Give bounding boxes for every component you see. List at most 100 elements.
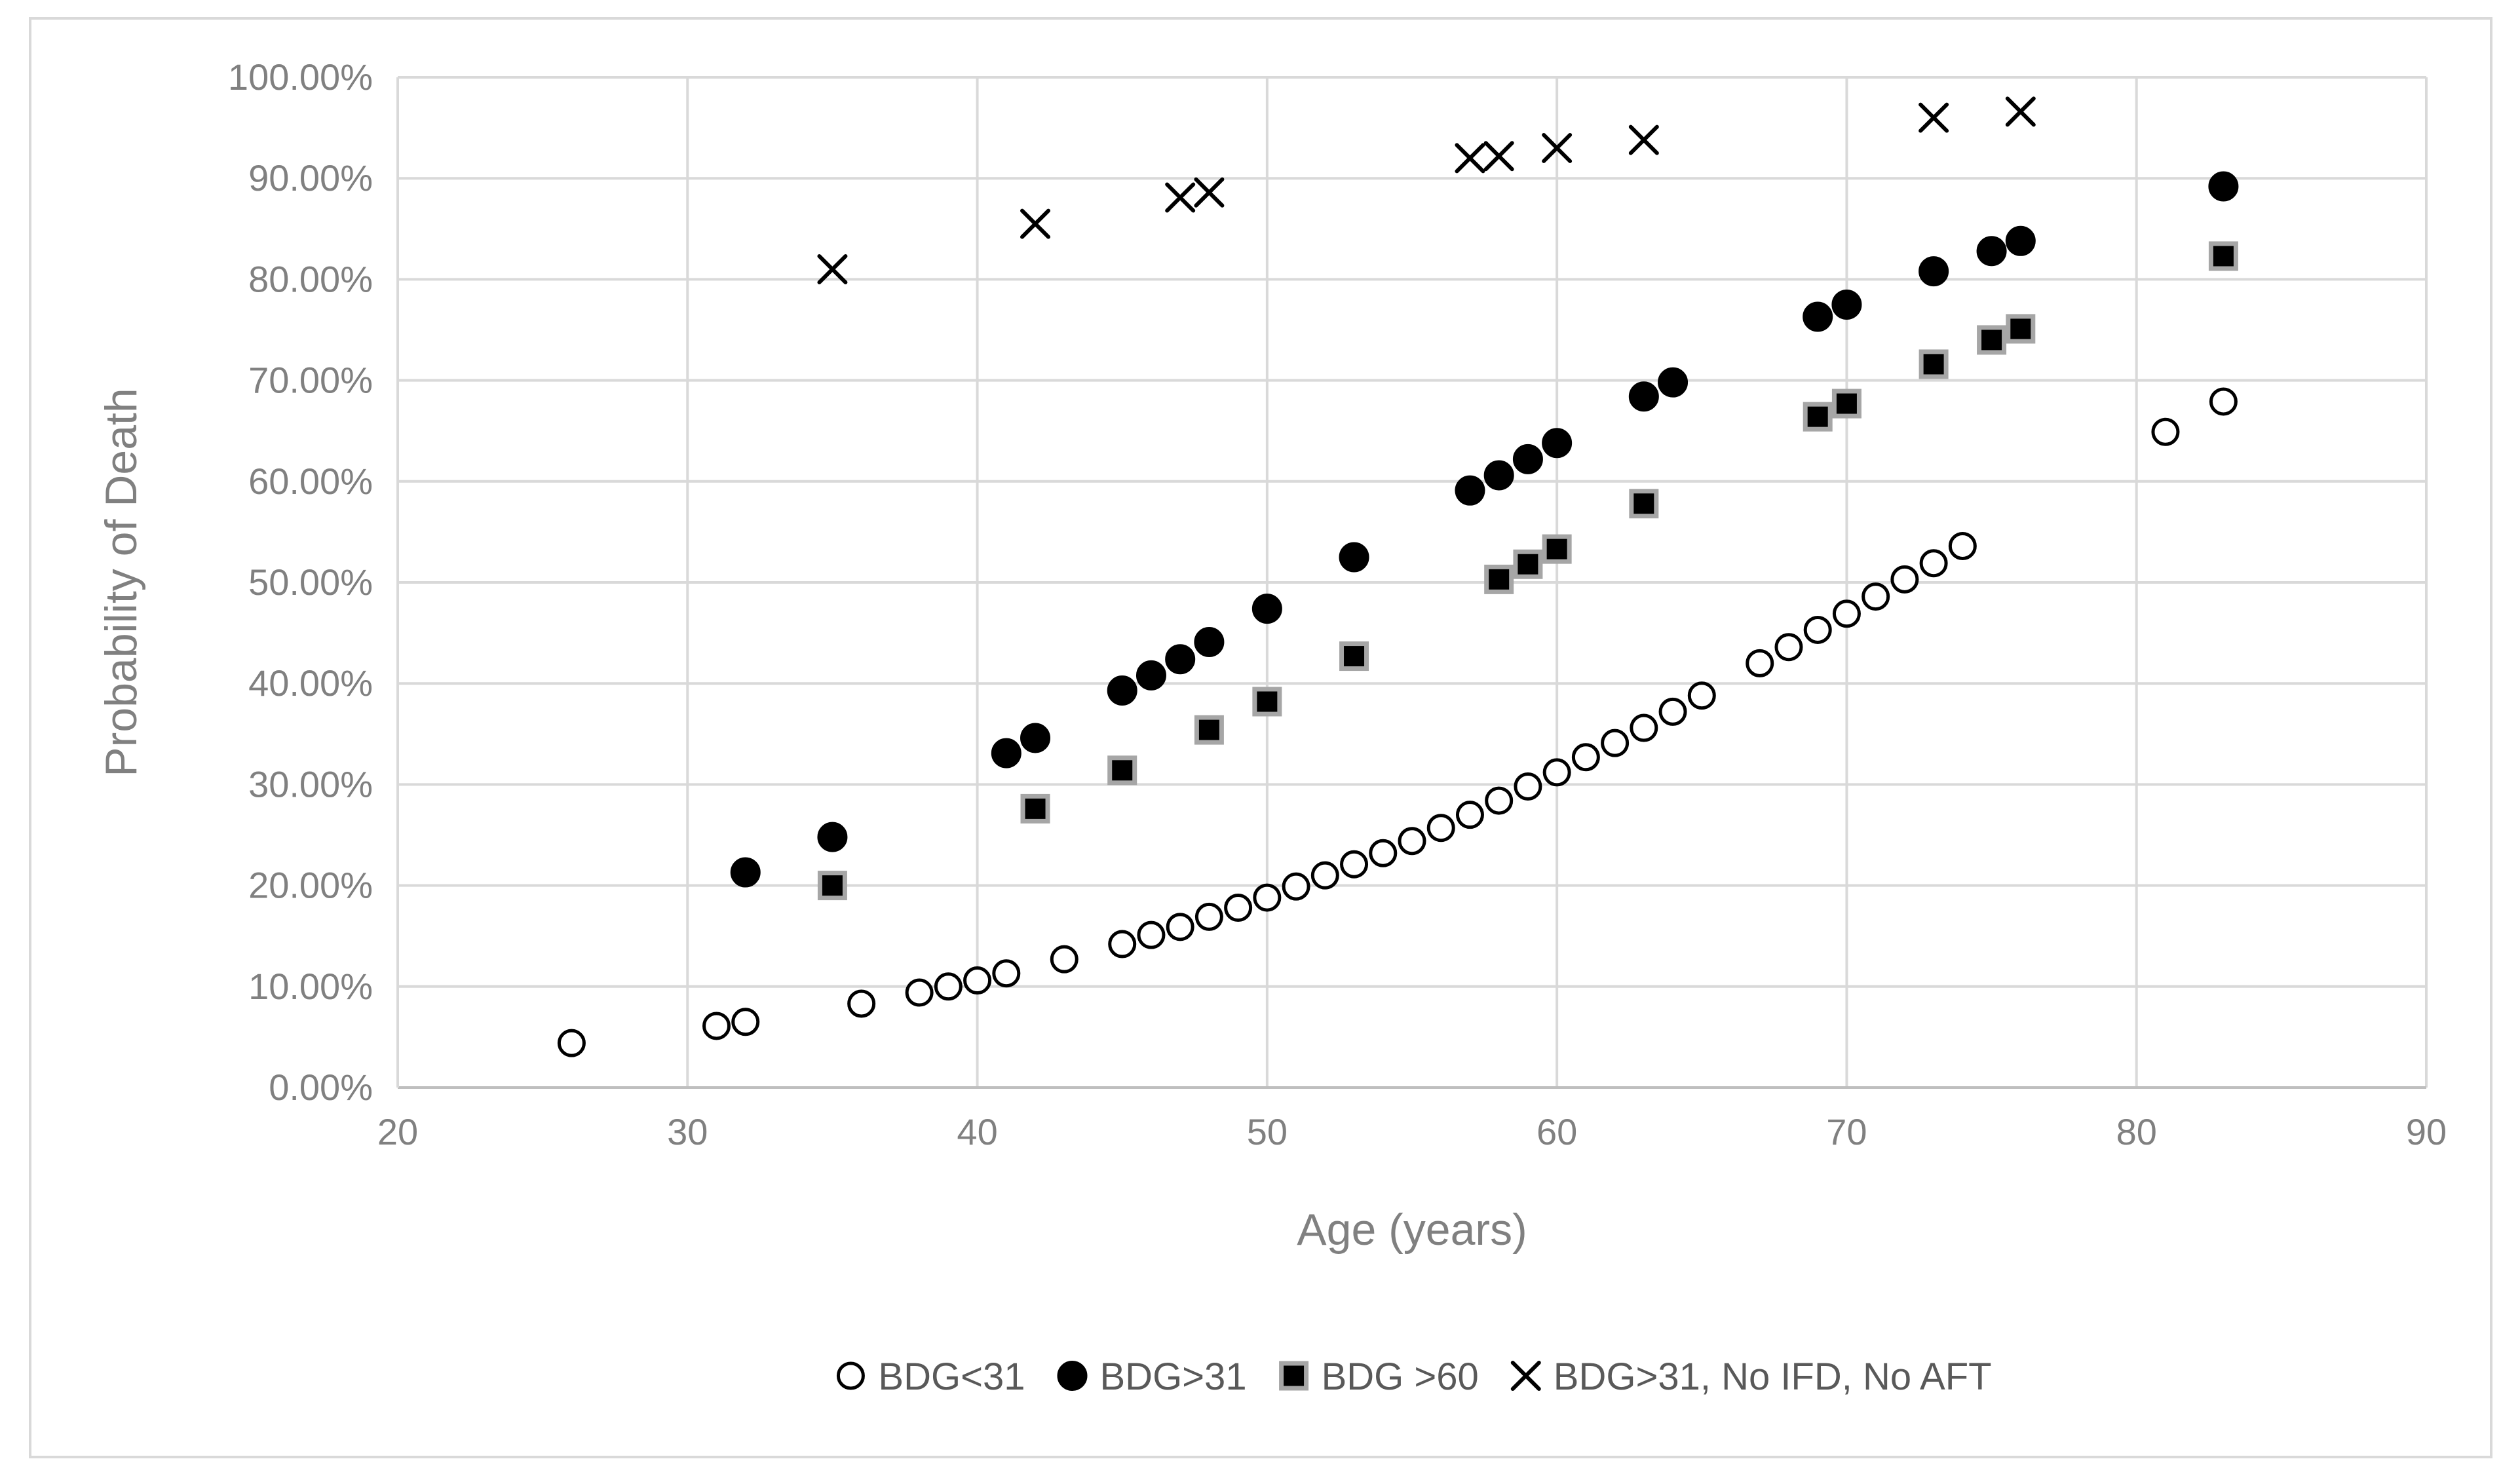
series-3 xyxy=(817,241,2238,901)
x-tick-label: 80 xyxy=(2116,1111,2157,1152)
data-points xyxy=(557,96,2239,1057)
data-point xyxy=(1977,325,2007,355)
data-point xyxy=(2208,241,2238,271)
tick-labels: 0.00% 10.00% 20.00% 30.00% 40.00% 50.00% 60.00… xyxy=(228,56,2447,1152)
data-point xyxy=(1628,124,1659,155)
data-point xyxy=(1629,489,1659,519)
legend-label: BDG>31 xyxy=(1100,1355,1247,1398)
y-tick-label: 40.00% xyxy=(248,662,373,704)
x-axis-title: Age (years) xyxy=(1297,1205,1527,1255)
data-point xyxy=(991,738,1021,768)
data-point xyxy=(1484,564,1514,594)
data-point xyxy=(1601,729,1630,757)
x-tick-label: 30 xyxy=(667,1111,708,1152)
data-point xyxy=(1542,758,1571,787)
data-point xyxy=(1687,681,1716,710)
y-tick-label: 100.00% xyxy=(228,56,373,98)
data-point xyxy=(1831,388,1861,419)
data-point xyxy=(1483,141,1514,172)
data-point xyxy=(1919,256,1949,287)
x-tick-label: 60 xyxy=(1537,1111,1577,1152)
data-point xyxy=(1107,755,1137,786)
data-point xyxy=(1571,743,1600,772)
y-tick-label: 20.00% xyxy=(248,865,373,906)
data-point xyxy=(1455,801,1484,829)
x-tick-label: 20 xyxy=(377,1111,418,1152)
data-point xyxy=(1194,715,1224,745)
data-point xyxy=(1658,367,1689,398)
data-point xyxy=(817,254,848,284)
data-point xyxy=(992,959,1021,988)
data-point xyxy=(1339,542,1369,573)
data-point xyxy=(963,966,992,995)
data-point xyxy=(1542,534,1572,564)
data-point xyxy=(2005,96,2036,127)
data-point xyxy=(1512,444,1543,474)
data-point xyxy=(1803,301,1833,332)
data-point xyxy=(2208,171,2239,202)
data-point xyxy=(1137,920,1166,949)
chart-border xyxy=(29,17,2492,1458)
data-point xyxy=(1251,594,1282,624)
data-point xyxy=(1746,649,1774,677)
data-point xyxy=(1252,687,1282,717)
y-tick-label: 10.00% xyxy=(248,966,373,1007)
series-1 xyxy=(557,387,2238,1057)
data-point xyxy=(1165,182,1196,213)
data-point xyxy=(1919,102,1949,133)
data-point xyxy=(557,1029,586,1057)
data-point xyxy=(1774,633,1803,662)
y-tick-label: 80.00% xyxy=(248,258,373,299)
y-tick-label: 50.00% xyxy=(248,561,373,603)
legend-label: BDG >60 xyxy=(1322,1355,1479,1398)
data-point xyxy=(1630,713,1658,742)
data-point xyxy=(2151,417,2180,446)
y-tick-label: 70.00% xyxy=(248,360,373,401)
data-point xyxy=(1282,872,1310,901)
data-point xyxy=(1020,208,1051,239)
data-point xyxy=(1310,861,1339,890)
data-point xyxy=(1194,902,1223,931)
legend-label: BDG>31, No IFD, No AFT xyxy=(1554,1355,1992,1398)
series-4 xyxy=(817,96,2036,284)
data-point xyxy=(1483,460,1514,491)
data-point xyxy=(1020,793,1050,824)
legend-marker xyxy=(836,1361,865,1390)
data-point xyxy=(1658,697,1687,726)
data-point xyxy=(905,978,934,1007)
data-point xyxy=(1919,349,1949,379)
x-tick-label: 90 xyxy=(2406,1111,2447,1152)
data-point xyxy=(1976,236,2007,267)
x-tick-label: 50 xyxy=(1247,1111,1288,1152)
y-tick-label: 90.00% xyxy=(248,157,373,199)
data-point xyxy=(1166,913,1194,941)
data-point xyxy=(1542,132,1573,163)
data-point xyxy=(1194,626,1225,657)
data-point xyxy=(1020,723,1051,753)
data-point xyxy=(1107,675,1137,706)
data-point xyxy=(1803,615,1832,644)
legend: BDG<31 BDG>31 BDG >60 BDG>31, No IFD, No AF… xyxy=(836,1355,1992,1398)
data-point xyxy=(847,989,876,1018)
x-tick-label: 70 xyxy=(1826,1111,1867,1152)
y-axis-title: Probability of Death xyxy=(96,388,146,776)
data-point xyxy=(1136,660,1166,691)
data-point xyxy=(1455,143,1485,174)
legend-marker xyxy=(1279,1361,1309,1391)
data-point xyxy=(1194,177,1225,208)
data-point xyxy=(702,1012,731,1040)
series-2 xyxy=(730,171,2239,888)
y-tick-label: 0.00% xyxy=(269,1067,373,1108)
data-point xyxy=(1398,827,1426,856)
data-point xyxy=(1165,644,1196,675)
data-point xyxy=(1513,549,1543,579)
data-point xyxy=(1832,599,1861,628)
data-point xyxy=(1919,549,1948,578)
data-point xyxy=(731,1008,760,1036)
data-point xyxy=(1861,582,1890,611)
data-point xyxy=(1514,772,1542,801)
data-point xyxy=(1831,289,1862,320)
data-point xyxy=(2005,225,2036,256)
